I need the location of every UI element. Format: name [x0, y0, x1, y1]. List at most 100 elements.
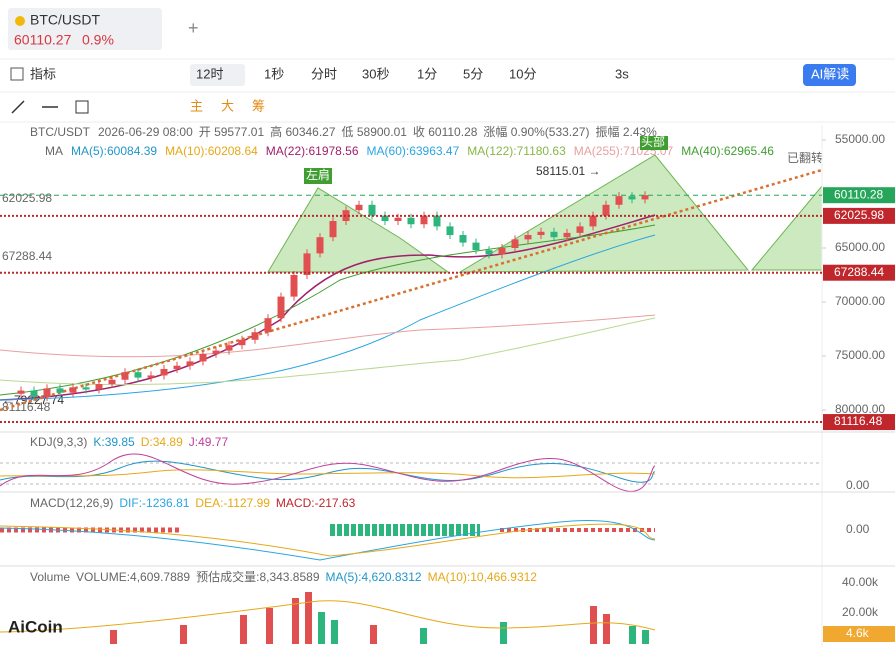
icon[interactable] [10, 67, 24, 81]
candle [316, 237, 324, 254]
candle [212, 350, 220, 354]
tool-line[interactable] [11, 100, 25, 114]
candle [368, 204, 376, 216]
interval-option[interactable]: 30秒 [362, 66, 389, 81]
interval[interactable]: 12时 [196, 66, 223, 81]
ma22-line [0, 214, 656, 401]
price-tag [823, 207, 895, 224]
candle [433, 215, 441, 227]
candle [303, 253, 311, 275]
ma-value: MA(60):63963.47 [367, 144, 460, 158]
interval-option[interactable]: 10分 [509, 66, 536, 81]
price-tag-label: 67288.44 [834, 265, 884, 279]
volume-legend: Volume VOLUME:4,609.7889 预估成交量:8,343.8589 M… [30, 569, 537, 584]
tab-symbol: BTC/USDT [30, 12, 100, 28]
kdj-name: KDJ(9,3,3) [30, 435, 87, 449]
ma122-line [0, 317, 656, 386]
ma-value: MA(122):71180.63 [467, 144, 566, 158]
candle [147, 375, 155, 378]
kdj-j: J:49.77 [189, 435, 229, 449]
candle [407, 217, 415, 225]
tool-rect[interactable] [75, 100, 89, 114]
tab-change: 0.9% [82, 32, 114, 48]
price-tag-label: 81116.48 [834, 414, 883, 428]
left-shoulder-shape [267, 187, 450, 273]
candle [82, 387, 90, 390]
candle [459, 235, 467, 243]
tab[interactable] [8, 8, 162, 50]
price-tick: 55000.00 [835, 132, 885, 146]
interval-option[interactable]: 5分 [463, 66, 483, 81]
draw-tab[interactable]: 大 [221, 98, 234, 113]
candle [511, 239, 519, 248]
ma-name: MA [45, 144, 63, 158]
kdj-legend: KDJ(9,3,3) K:39.85 D:34.89 J:49.77 [30, 435, 228, 449]
candle [30, 390, 38, 398]
candle [498, 248, 506, 255]
candle [381, 215, 389, 221]
price-tick: 65000.00 [835, 240, 885, 254]
ma-value: MA(5):60084.39 [71, 144, 157, 158]
candle [17, 390, 25, 394]
label-bg [304, 168, 332, 184]
volume-bars [318, 612, 649, 644]
interval-option[interactable]: 分时 [311, 66, 337, 81]
left-shoulder-label: 左肩 [306, 167, 330, 182]
price-tick: 75000.00 [835, 348, 885, 362]
price-tick: 70000.00 [835, 294, 885, 308]
draw-tab[interactable]: 主 [190, 98, 203, 113]
candle [186, 361, 194, 366]
legend-close: 收 60110.28 [413, 125, 478, 139]
indicator-button[interactable]: 指标 [30, 66, 56, 81]
interval-box[interactable] [190, 64, 245, 86]
price-tag-label: 60110.28 [834, 187, 883, 201]
ai-button[interactable] [803, 64, 856, 86]
candle [56, 388, 64, 393]
price-tick: 80000.00 [835, 402, 885, 416]
legend-open: 开 59577.01 [199, 125, 265, 139]
flipped-label: 已翻转 [787, 150, 823, 165]
candle [251, 332, 259, 340]
macd-legend: MACD(12,26,9) DIF:-1236.81 DEA:-1127.99 MAC… [30, 496, 356, 510]
left-price: 62025.98 [2, 191, 52, 205]
macd-tick: 0.00 [846, 522, 870, 536]
legend-high: 高 60346.27 [270, 124, 336, 139]
candle [589, 215, 597, 227]
candle [290, 275, 298, 297]
macd-name: MACD(12,26,9) [30, 496, 113, 510]
candle [563, 232, 571, 238]
dif-line [0, 520, 656, 561]
label-bg [640, 136, 668, 150]
coin-icon [15, 16, 25, 26]
candle [628, 196, 636, 200]
candle [238, 339, 246, 346]
price-tag [823, 414, 895, 431]
draw-tab[interactable]: 筹 [252, 98, 265, 113]
volume-estimate: 预估成交量:8,343.8589 [196, 569, 320, 584]
candle [121, 372, 129, 380]
candle [277, 296, 285, 319]
candle [472, 242, 480, 251]
legend-symbol: BTC/USDT [30, 125, 91, 139]
candle [485, 250, 493, 255]
volume-tag-label: 4.6k [846, 626, 870, 640]
interval-option[interactable]: 1秒 [264, 66, 284, 81]
candle [134, 372, 142, 378]
ai-label[interactable]: AI解读 [811, 66, 849, 81]
kdj-k-line [0, 460, 656, 483]
legend-amplitude: 振幅 2.43% [595, 124, 657, 139]
refresh[interactable]: 3s [615, 66, 629, 81]
candle [641, 195, 649, 200]
interval-option[interactable]: 1分 [417, 66, 437, 81]
candle [446, 226, 454, 236]
kdj-d-line [0, 469, 656, 479]
volume-tick: 20.00k [842, 605, 879, 619]
volume-ma5: MA(5):4,620.8312 [326, 570, 422, 584]
ma-legend: MA MA(5):60084.39 MA(10):60208.64 MA(22):61… [45, 144, 774, 158]
macd-dif: DIF:-1236.81 [119, 496, 189, 510]
add-tab[interactable]: + [188, 18, 199, 38]
candle [420, 215, 428, 225]
volume-bars [110, 592, 610, 644]
ma-value: MA(10):60208.64 [165, 144, 258, 158]
